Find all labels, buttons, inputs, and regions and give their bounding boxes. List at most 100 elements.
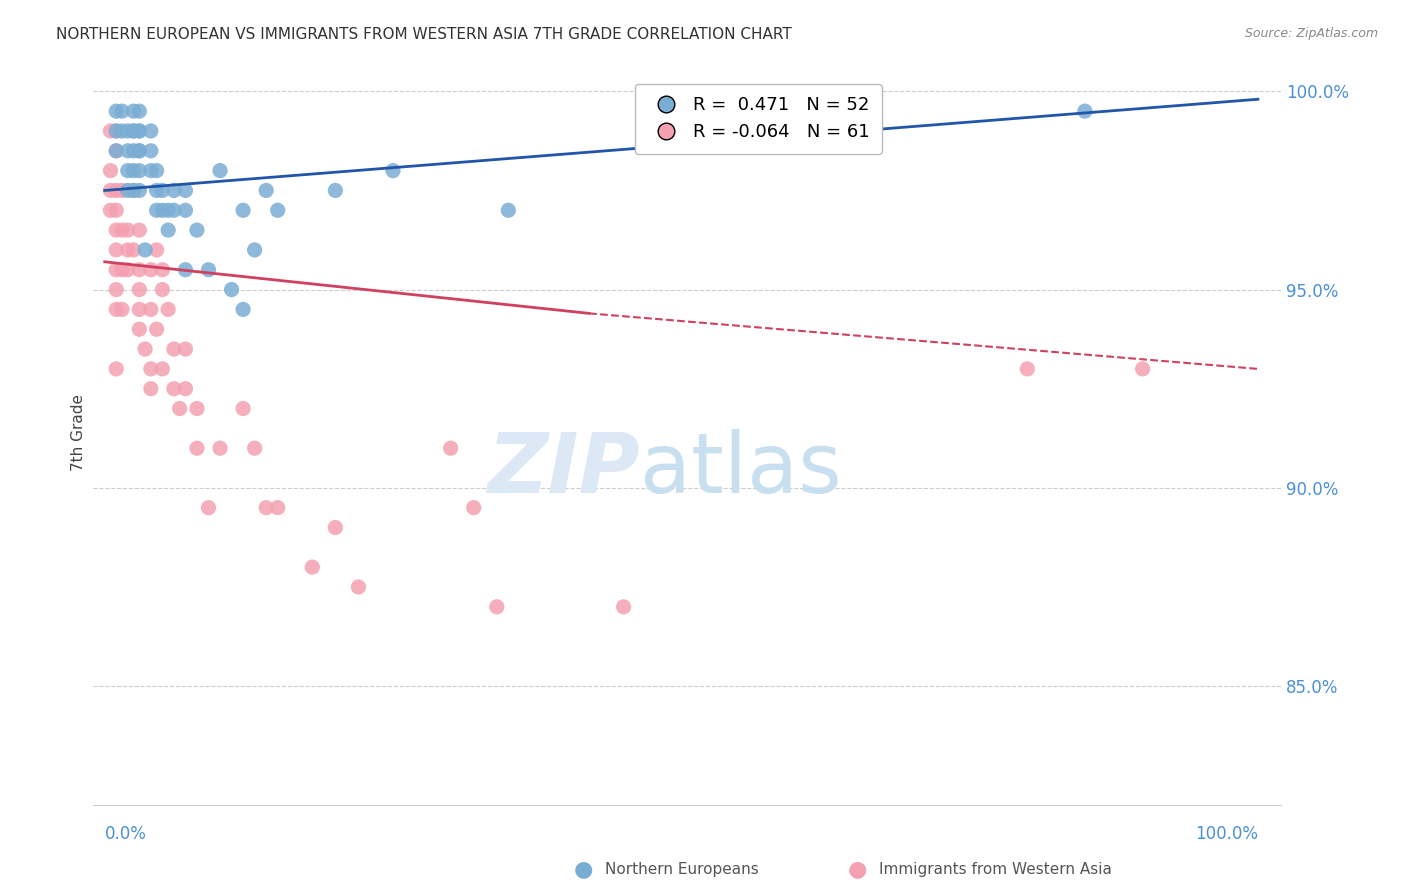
Point	[128, 184, 150, 198]
Text: ●: ●	[574, 860, 593, 880]
Point	[128, 124, 150, 138]
Point	[139, 362, 162, 376]
Point	[325, 520, 347, 534]
Point	[139, 382, 162, 396]
Point	[145, 203, 167, 218]
Point	[440, 441, 463, 455]
Point	[139, 163, 162, 178]
Point	[111, 302, 134, 317]
Point	[105, 124, 128, 138]
Point	[163, 342, 186, 356]
Point	[122, 124, 145, 138]
Point	[105, 243, 128, 257]
Point	[232, 401, 254, 416]
Point	[105, 302, 128, 317]
Point	[208, 441, 231, 455]
Point	[232, 302, 254, 317]
Point	[128, 144, 150, 158]
Text: NORTHERN EUROPEAN VS IMMIGRANTS FROM WESTERN ASIA 7TH GRADE CORRELATION CHART: NORTHERN EUROPEAN VS IMMIGRANTS FROM WES…	[56, 27, 792, 42]
Point	[243, 441, 266, 455]
Text: 100.0%: 100.0%	[1195, 825, 1258, 843]
Point	[105, 184, 128, 198]
Point	[100, 124, 122, 138]
Point	[1132, 362, 1154, 376]
Point	[347, 580, 370, 594]
Point	[232, 203, 254, 218]
Point	[117, 184, 139, 198]
Point	[1074, 104, 1097, 119]
Point	[128, 262, 150, 277]
Point	[1017, 362, 1039, 376]
Point	[134, 243, 156, 257]
Point	[128, 223, 150, 237]
Point	[145, 243, 167, 257]
Point	[150, 262, 173, 277]
Point	[169, 401, 191, 416]
Point	[111, 104, 134, 119]
Point	[122, 144, 145, 158]
Text: Northern Europeans: Northern Europeans	[605, 863, 758, 877]
Y-axis label: 7th Grade: 7th Grade	[72, 394, 86, 471]
Point	[122, 163, 145, 178]
Point	[105, 262, 128, 277]
Text: Immigrants from Western Asia: Immigrants from Western Asia	[879, 863, 1112, 877]
Point	[105, 144, 128, 158]
Point	[117, 243, 139, 257]
Point	[186, 223, 208, 237]
Point	[139, 124, 162, 138]
Point	[163, 184, 186, 198]
Point	[150, 184, 173, 198]
Point	[105, 144, 128, 158]
Point	[145, 163, 167, 178]
Point	[139, 262, 162, 277]
Point	[163, 203, 186, 218]
Point	[150, 283, 173, 297]
Point	[122, 124, 145, 138]
Point	[105, 223, 128, 237]
Text: atlas: atlas	[640, 429, 841, 510]
Point	[157, 302, 180, 317]
Point	[128, 283, 150, 297]
Point	[134, 342, 156, 356]
Point	[105, 124, 128, 138]
Point	[111, 223, 134, 237]
Legend: R =  0.471   N = 52, R = -0.064   N = 61: R = 0.471 N = 52, R = -0.064 N = 61	[636, 84, 882, 153]
Point	[463, 500, 485, 515]
Point	[786, 104, 808, 119]
Point	[100, 163, 122, 178]
Point	[197, 500, 219, 515]
Point	[128, 144, 150, 158]
Point	[174, 203, 197, 218]
Point	[150, 203, 173, 218]
Point	[128, 302, 150, 317]
Point	[117, 144, 139, 158]
Point	[145, 184, 167, 198]
Point	[157, 203, 180, 218]
Point	[122, 184, 145, 198]
Point	[174, 184, 197, 198]
Point	[117, 223, 139, 237]
Point	[139, 144, 162, 158]
Point	[301, 560, 323, 574]
Point	[157, 223, 180, 237]
Point	[254, 500, 277, 515]
Point	[111, 184, 134, 198]
Point	[498, 203, 520, 218]
Point	[163, 382, 186, 396]
Point	[128, 322, 150, 336]
Point	[105, 283, 128, 297]
Text: ZIP: ZIP	[486, 429, 640, 510]
Point	[243, 243, 266, 257]
Point	[150, 362, 173, 376]
Point	[174, 382, 197, 396]
Point	[117, 124, 139, 138]
Point	[197, 262, 219, 277]
Point	[111, 124, 134, 138]
Point	[267, 203, 290, 218]
Point	[174, 262, 197, 277]
Point	[122, 104, 145, 119]
Point	[105, 203, 128, 218]
Point	[186, 441, 208, 455]
Point	[111, 262, 134, 277]
Point	[208, 163, 231, 178]
